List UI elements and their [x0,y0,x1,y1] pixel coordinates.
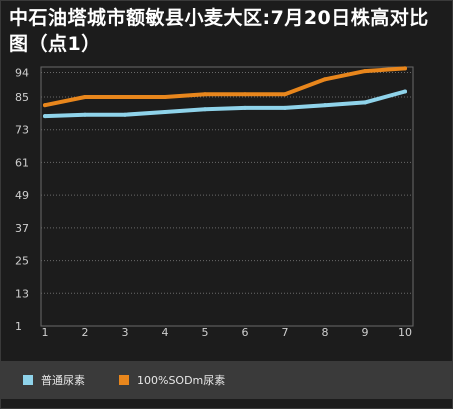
series-2-point[interactable] [323,77,327,82]
series-1-point[interactable] [283,105,287,110]
line-chart: 1 13 25 37 49 61 73 85 94 1 2 3 4 5 6 7 8 9 10 [15,66,414,339]
legend-label-series-2: 100%SODm尿素 [137,374,226,387]
series-2-point[interactable] [403,66,407,71]
series-2-point[interactable] [163,94,167,99]
x-tick-label: 1 [42,326,49,339]
series-2-point[interactable] [123,94,127,99]
legend-label-series-1: 普通尿素 [41,374,85,387]
series-1-point[interactable] [323,103,327,108]
legend-swatch-series-2 [119,375,129,385]
series-1-point[interactable] [83,112,87,117]
series-1-point[interactable] [243,105,247,110]
x-tick-label: 9 [362,326,369,339]
y-tick-label: 61 [15,156,29,169]
series-1-point[interactable] [163,109,167,114]
y-tick-label: 13 [15,287,29,300]
legend-swatch-series-1 [23,375,33,385]
series-1-point[interactable] [43,114,47,119]
x-tick-label: 4 [162,326,169,339]
chart-title: 中石油塔城市额敏县小麦大区:7月20日株高对比图（点1） [9,7,429,55]
x-tick-label: 7 [282,326,289,339]
plot-area [40,66,414,327]
x-tick-label: 6 [242,326,249,339]
y-tick-label: 73 [15,124,29,137]
x-tick-label: 10 [398,326,412,339]
legend-item-series-1[interactable]: 普通尿素 [23,372,85,388]
series-2-point[interactable] [43,103,47,108]
series-2-point[interactable] [83,94,87,99]
series-1-point[interactable] [363,100,367,105]
legend-item-series-2[interactable]: 100%SODm尿素 [119,372,225,388]
series-2-point[interactable] [203,92,207,97]
series-1-point[interactable] [123,112,127,117]
y-tick-label: 94 [15,66,29,79]
y-tick-label: 25 [15,255,29,268]
series-line-1[interactable] [43,89,407,119]
y-tick-label: 85 [15,91,29,104]
y-tick-label: 49 [15,189,29,202]
series-1-point[interactable] [403,89,407,94]
series-1-point[interactable] [203,107,207,112]
x-tick-label: 3 [122,326,129,339]
y-tick-label: 1 [15,320,22,333]
series-2-point[interactable] [243,92,247,97]
series-2-point[interactable] [363,69,367,74]
legend: 普通尿素 100%SODm尿素 [1,361,452,399]
x-tick-label: 5 [202,326,209,339]
series-2-point[interactable] [283,92,287,97]
x-tick-label: 8 [322,326,329,339]
x-tick-label: 2 [82,326,89,339]
y-tick-label: 37 [15,222,29,235]
series-line-2[interactable] [43,66,407,108]
